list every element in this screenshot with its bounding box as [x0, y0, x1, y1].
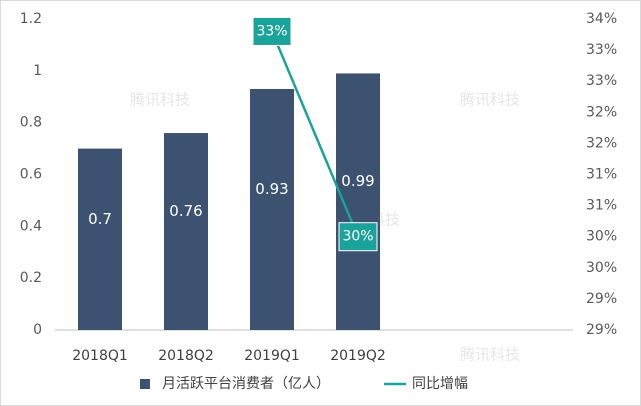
- data-label: 30%: [342, 229, 373, 245]
- y2-tick-label: 31%: [586, 198, 617, 214]
- y2-tick-label: 29%: [586, 291, 617, 307]
- y2-tick-label: 32%: [586, 135, 617, 151]
- legend-label: 月活跃平台消费者（亿人）: [162, 376, 330, 392]
- data-label-box: [338, 222, 378, 252]
- y-tick-label: 0.4: [20, 218, 42, 234]
- watermark: 腾讯科技: [460, 91, 520, 109]
- y-tick-label: 1.2: [20, 11, 42, 27]
- y-tick-label: 0.6: [20, 167, 42, 183]
- data-label: 0.93: [255, 180, 288, 198]
- data-label: 0.99: [341, 172, 374, 190]
- y2-tick-label: 33%: [586, 73, 617, 89]
- x-tick-label: 2018Q2: [158, 348, 214, 364]
- data-label: 0.76: [169, 202, 202, 220]
- x-tick-label: 2019Q2: [330, 348, 386, 364]
- bar: [78, 148, 122, 330]
- legend-label: 同比增幅: [412, 376, 468, 392]
- y-tick-label: 1: [33, 63, 42, 79]
- bar: [164, 133, 208, 330]
- y2-tick-label: 30%: [586, 260, 617, 276]
- data-label: 33%: [256, 23, 287, 39]
- y-tick-label: 0: [33, 322, 42, 338]
- watermark: 腾讯科技: [460, 346, 520, 364]
- watermark: 腾讯科技: [130, 91, 190, 109]
- data-label-box: [252, 16, 292, 46]
- y-tick-label: 0.8: [20, 115, 42, 131]
- data-label: 0.7: [88, 210, 112, 228]
- y2-tick-label: 34%: [586, 11, 617, 27]
- y2-tick-label: 33%: [586, 42, 617, 58]
- y2-tick-label: 30%: [586, 229, 617, 245]
- bar: [250, 88, 294, 330]
- y2-tick-label: 32%: [586, 104, 617, 120]
- legend-swatch: [140, 379, 150, 389]
- y2-tick-label: 31%: [586, 167, 617, 183]
- x-tick-label: 2018Q1: [72, 348, 128, 364]
- line: [270, 30, 360, 238]
- x-tick-label: 2019Q1: [244, 348, 300, 364]
- y2-tick-label: 29%: [586, 322, 617, 338]
- y-tick-label: 0.2: [20, 270, 42, 286]
